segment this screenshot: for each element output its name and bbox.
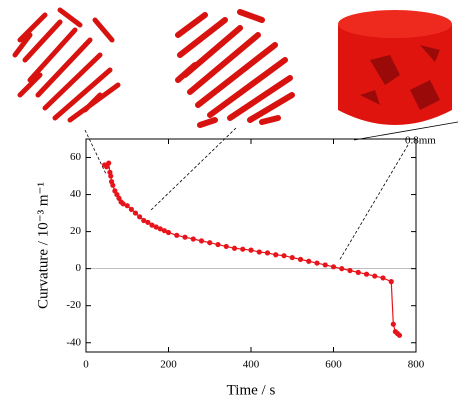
data-point bbox=[141, 217, 147, 224]
data-point bbox=[128, 206, 134, 212]
x-tick-label: 200 bbox=[160, 359, 177, 371]
data-point bbox=[149, 222, 155, 228]
data-point bbox=[120, 201, 126, 207]
data-point bbox=[355, 269, 361, 275]
data-point bbox=[110, 182, 116, 188]
data-point bbox=[380, 275, 386, 281]
render-1 bbox=[12, 7, 121, 123]
data-point bbox=[289, 254, 295, 261]
data-point bbox=[281, 253, 287, 259]
data-point bbox=[297, 256, 304, 262]
data-point bbox=[153, 224, 159, 230]
data-point bbox=[124, 203, 130, 209]
x-tick-label: 800 bbox=[408, 359, 425, 371]
x-tick-label: 400 bbox=[243, 359, 260, 371]
data-point bbox=[223, 243, 229, 250]
x-axis-title: Time / s bbox=[227, 382, 276, 398]
plot-frame bbox=[85, 138, 417, 353]
y-tick-label: 60 bbox=[70, 151, 82, 163]
data-point bbox=[198, 238, 205, 244]
data-point bbox=[264, 250, 271, 256]
data-point bbox=[215, 241, 221, 248]
data-point bbox=[137, 214, 143, 220]
data-point bbox=[390, 321, 396, 327]
data-point bbox=[330, 264, 337, 270]
data-point bbox=[248, 247, 254, 253]
data-point bbox=[182, 234, 188, 240]
render-3 bbox=[338, 10, 452, 125]
plot-area: 0 200 400 600 800 -40 -20 0 20 40 60 Time / s Curvat… bbox=[35, 138, 425, 398]
y-tick-label: 0 bbox=[76, 262, 82, 274]
data-point bbox=[106, 160, 112, 166]
data-point bbox=[240, 246, 246, 252]
data-point bbox=[322, 262, 328, 268]
data-point bbox=[372, 273, 378, 279]
data-point bbox=[157, 226, 163, 232]
data-point bbox=[174, 232, 180, 238]
data-point bbox=[347, 267, 353, 274]
data-point bbox=[256, 249, 262, 255]
y-tick-label: -40 bbox=[66, 336, 81, 348]
y-tick-label: 40 bbox=[70, 188, 82, 200]
x-tick-label: 600 bbox=[325, 359, 342, 371]
data-point bbox=[207, 240, 213, 246]
data-point bbox=[190, 236, 196, 242]
y-tick-label: 20 bbox=[70, 225, 82, 237]
data-point bbox=[314, 260, 320, 266]
data-point bbox=[388, 279, 394, 285]
data-point bbox=[108, 173, 114, 179]
data-point bbox=[363, 271, 370, 277]
render-2 bbox=[175, 9, 295, 128]
data-point bbox=[339, 266, 345, 272]
data-point bbox=[132, 210, 139, 216]
y-axis-title: Curvature / 10⁻³ m⁻¹ bbox=[35, 182, 51, 309]
data-point bbox=[161, 228, 167, 234]
data-point bbox=[145, 219, 151, 225]
data-point bbox=[165, 229, 172, 236]
x-tick-label: 0 bbox=[83, 359, 89, 371]
data-point bbox=[231, 245, 238, 251]
data-point bbox=[306, 258, 312, 264]
data-point bbox=[273, 252, 279, 258]
scale-label: 0.8mm bbox=[405, 135, 436, 147]
pointer-arrows bbox=[84, 121, 459, 262]
y-tick-label: -20 bbox=[66, 299, 81, 311]
data-point bbox=[396, 332, 403, 338]
